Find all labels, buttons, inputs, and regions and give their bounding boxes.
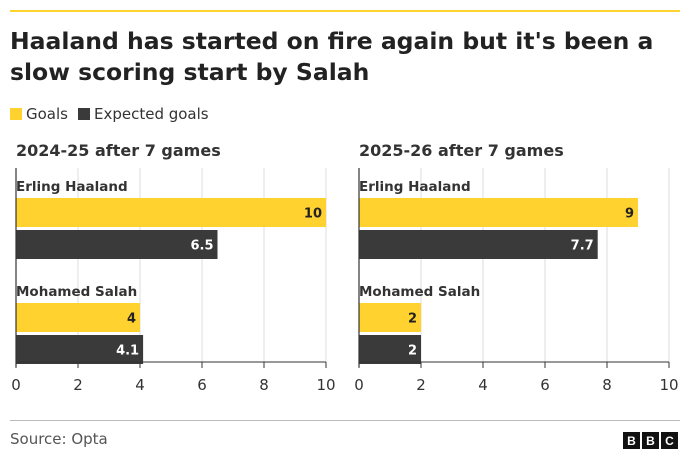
legend: Goals Expected goals	[10, 104, 219, 124]
top-rule	[10, 10, 680, 12]
bar	[16, 335, 144, 364]
chart-title: Haaland has started on fire again but it…	[10, 27, 654, 86]
bar	[359, 335, 421, 364]
legend-swatch-expected-goals	[77, 108, 90, 120]
data-label: 6.5	[190, 239, 213, 254]
category-label: Erling Haaland	[359, 179, 471, 195]
legend-label-goals: Goals	[26, 105, 68, 123]
legend-swatch-goals	[10, 108, 22, 120]
panel-title-2024-25: 2024-25 after 7 games	[16, 141, 221, 160]
x-tick-label: 10	[659, 376, 678, 394]
x-tick-label: 6	[540, 376, 550, 394]
legend-item-expected-goals: Expected goals	[77, 105, 209, 123]
data-label: 4.1	[116, 344, 139, 359]
bbc-logo-letter-3: C	[661, 432, 678, 449]
panel-title-2025-26: 2025-26 after 7 games	[359, 141, 564, 160]
data-label: 7.7	[571, 239, 594, 254]
legend-item-goals: Goals	[10, 105, 68, 123]
data-label: 2	[408, 312, 417, 327]
data-label: 10	[304, 207, 322, 222]
category-label: Mohamed Salah	[16, 284, 137, 300]
x-tick-label: 0	[11, 376, 21, 394]
category-label: Erling Haaland	[16, 179, 128, 195]
legend-label-expected-goals: Expected goals	[93, 105, 209, 123]
source-note: Source: Opta	[10, 430, 108, 448]
data-label: 4	[127, 312, 136, 327]
bbc-logo-letter-1: B	[623, 432, 640, 449]
x-tick-label: 8	[259, 376, 269, 394]
x-tick-label: 4	[135, 376, 145, 394]
bar	[16, 230, 218, 259]
bar	[359, 198, 638, 227]
x-tick-label: 0	[354, 376, 364, 394]
bbc-logo: B B C	[621, 432, 678, 449]
bar	[359, 303, 421, 332]
x-tick-label: 8	[602, 376, 612, 394]
bbc-logo-letter-2: B	[642, 432, 659, 449]
bar	[16, 303, 140, 332]
x-tick-label: 2	[73, 376, 83, 394]
bottom-rule	[10, 420, 680, 421]
x-tick-label: 10	[316, 376, 335, 394]
bar	[359, 230, 598, 259]
data-label: 9	[625, 207, 634, 222]
data-label: 2	[408, 344, 417, 359]
bar	[16, 198, 326, 227]
x-tick-label: 4	[478, 376, 488, 394]
x-tick-label: 2	[416, 376, 426, 394]
x-tick-label: 6	[197, 376, 207, 394]
category-label: Mohamed Salah	[359, 284, 480, 300]
